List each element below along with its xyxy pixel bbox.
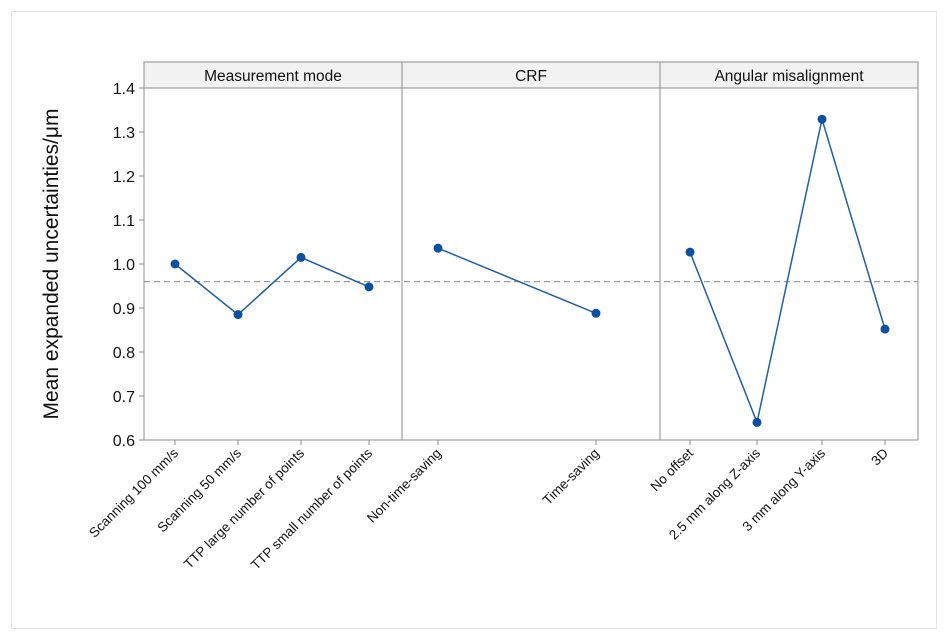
data-point xyxy=(433,243,443,253)
y-tick-label: 1.4 xyxy=(113,81,135,98)
y-tick-label: 0.8 xyxy=(113,345,135,362)
y-tick-label: 0.7 xyxy=(113,389,135,406)
series-line xyxy=(689,119,886,425)
y-tick-label: 1.2 xyxy=(113,169,135,186)
panel-title: Measurement mode xyxy=(204,68,342,85)
plot-frame xyxy=(143,87,919,441)
y-axis-label: Mean expanded uncertainties/μm xyxy=(40,109,63,420)
data-point xyxy=(591,308,601,318)
chart-frame xyxy=(11,11,937,629)
data-point xyxy=(296,252,306,262)
data-point xyxy=(233,310,243,320)
y-tick-label: 1.1 xyxy=(113,213,135,230)
data-point xyxy=(364,282,374,292)
panel-title: CRF xyxy=(515,68,547,85)
y-tick-label: 1.3 xyxy=(113,125,135,142)
data-point xyxy=(170,259,180,269)
x-tick-label: TTP large number of points xyxy=(181,445,307,571)
y-tick-label: 1.0 xyxy=(113,257,135,274)
series-line xyxy=(437,247,597,314)
panel-title: Angular misalignment xyxy=(714,68,864,85)
x-tick-label: No offset xyxy=(647,445,696,494)
series-line xyxy=(174,256,370,316)
y-tick-label: 0.6 xyxy=(113,433,135,450)
y-tick-label: 0.9 xyxy=(113,301,135,318)
data-point xyxy=(752,417,762,427)
x-tick-label: TTP small number of points xyxy=(248,445,375,572)
x-tick-label: Non-time-saving xyxy=(364,446,444,526)
x-tick-label: 3D xyxy=(868,445,891,468)
data-point xyxy=(685,247,695,257)
x-tick-label: Time-saving xyxy=(540,446,602,508)
data-point xyxy=(817,114,827,124)
data-point xyxy=(880,324,890,334)
